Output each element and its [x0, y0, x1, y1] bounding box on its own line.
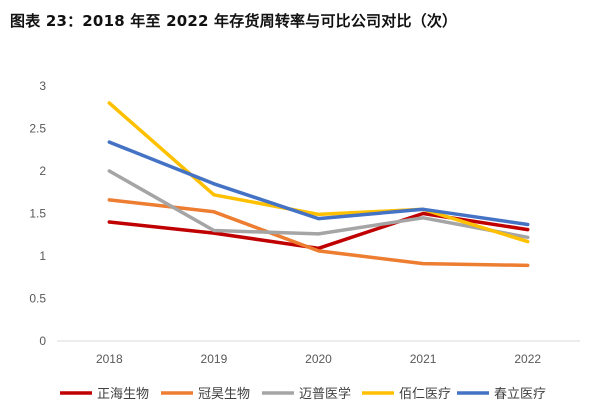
series-line-3 — [107, 169, 530, 240]
series-line-4 — [107, 101, 530, 244]
y-tick-label: 3 — [39, 79, 46, 93]
x-tick-label: 2019 — [201, 352, 228, 366]
x-tick-label: 2018 — [96, 352, 123, 366]
y-tick-label: 1.5 — [29, 207, 46, 221]
x-tick-label: 2022 — [514, 352, 541, 366]
series-line-5 — [107, 140, 530, 227]
legend-label: 正海生物 — [97, 387, 149, 402]
y-tick-label: 2.5 — [29, 122, 46, 136]
x-axis: 2018 2019 2020 2021 2022 — [96, 352, 541, 366]
legend-label: 佰仁医疗 — [399, 387, 451, 402]
y-tick-label: 0.5 — [29, 292, 46, 306]
legend: 正海生物 冠昊生物 迈普医学 佰仁医疗 春立医疗 — [60, 386, 546, 402]
series-line-2 — [107, 198, 530, 268]
y-tick-label: 1 — [39, 249, 46, 263]
x-tick-label: 2020 — [305, 352, 332, 366]
y-axis: 0 0.5 1 1.5 2 2.5 3 — [29, 79, 46, 348]
y-tick-label: 0 — [39, 334, 46, 348]
legend-label: 迈普医学 — [299, 386, 351, 402]
legend-label: 春立医疗 — [494, 387, 546, 402]
legend-label: 冠昊生物 — [198, 387, 250, 402]
figure-title: 图表 23：2018 年至 2022 年存货周转率与可比公司对比（次） — [10, 12, 458, 30]
y-tick-label: 2 — [39, 164, 46, 178]
x-tick-label: 2021 — [410, 352, 437, 366]
series-lines — [107, 101, 530, 268]
